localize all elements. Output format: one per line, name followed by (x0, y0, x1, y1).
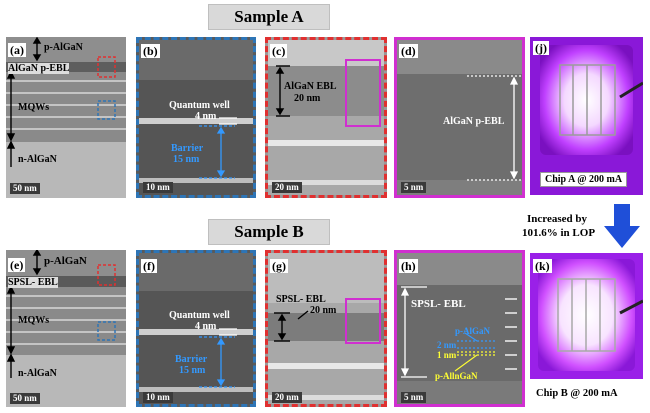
panel-g-image (268, 253, 384, 404)
panel-f-barrier-label: Barrier (175, 354, 208, 365)
down-arrow-icon (604, 204, 640, 248)
panel-k-label: (k) (533, 259, 552, 273)
panel-a-cross-section: (a) p-AlGaN AlGaN p-EBL MQWs n-AlGaN 50 … (6, 37, 126, 198)
panel-g-ebl-label: SPSL- EBL (276, 294, 326, 305)
panel-e-image (6, 250, 126, 407)
panel-j-chip-image (530, 37, 643, 195)
panel-c-ebl-label: AlGaN EBL (284, 81, 337, 92)
increase-note-line2: 101.6% in LOP (522, 227, 596, 239)
panel-e-label: (e) (8, 258, 26, 272)
panel-h-ebl-label: SPSL- EBL (411, 298, 466, 310)
panel-f-barrier-size: 15 nm (179, 365, 206, 376)
panel-c-ebl: (c) AlGaN EBL 20 nm 20 nm (265, 37, 387, 198)
panel-c-label: (c) (270, 44, 288, 58)
panel-h-image (397, 253, 522, 404)
panel-e-layer-mqws: MQWs (18, 315, 50, 326)
panel-j-label: (j) (533, 41, 549, 55)
panel-b-barrier-label: Barrier (171, 143, 204, 154)
panel-f-qw-size: 4 nm (195, 321, 217, 332)
panel-h-label: (h) (399, 259, 418, 273)
panel-g-label: (g) (270, 259, 288, 273)
panel-b-qw-label: Quantum well (169, 100, 230, 111)
panel-c-ebl-size: 20 nm (294, 93, 321, 104)
panel-d-image (397, 40, 522, 195)
panel-b-quantum-well: (b) Quantum well 4 nm Barrier 15 nm 10 n… (136, 37, 256, 198)
panel-f-quantum-well: (f) Quantum well 4 nm Barrier 15 nm 10 n… (136, 250, 256, 407)
panel-k-chip-b: (k) (530, 253, 643, 379)
panel-j-caption: Chip A @ 200 mA (540, 172, 628, 187)
panel-a-label: (a) (8, 43, 26, 57)
panel-d-p-ebl: (d) AlGaN p-EBL 5 nm (394, 37, 525, 198)
panel-e-scalebar: 50 nm (10, 393, 40, 404)
panel-f-qw-label: Quantum well (169, 310, 230, 321)
panel-f-scalebar: 10 nm (143, 392, 173, 403)
panel-a-scalebar: 50 nm (10, 183, 40, 194)
panel-a-layer-n-algan: n-AlGaN (18, 154, 57, 165)
panel-k-chip-image (530, 253, 643, 379)
sample-b-title: Sample B (208, 219, 330, 245)
panel-c-image (268, 40, 384, 195)
panel-g-spsl-ebl: (g) SPSL- EBL 20 nm 20 nm (265, 250, 387, 407)
panel-h-p-algan-label: p-AlGaN (455, 326, 491, 336)
panel-e-layer-n-algan: n-AlGaN (18, 368, 57, 379)
increase-note-line1: Increased by (527, 213, 587, 225)
panel-a-image (6, 37, 126, 198)
panel-a-layer-ebl: AlGaN p-EBL (8, 63, 70, 74)
panel-h-spsl-ebl: (h) SPSL- EBL p-AlGaN 2 nm 1 nm p-AllnGa… (394, 250, 525, 407)
panel-g-scalebar: 20 nm (272, 392, 302, 403)
panel-b-qw-size: 4 nm (195, 111, 217, 122)
panel-g-ebl-size: 20 nm (310, 305, 337, 316)
panel-a-layer-mqws: MQWs (18, 102, 50, 113)
panel-k-caption: Chip B @ 200 mA (532, 387, 622, 400)
panel-d-label: (d) (399, 44, 418, 58)
panel-h-size-2nm: 2 nm (437, 340, 457, 350)
panel-h-size-1nm: 1 nm (437, 350, 457, 360)
panel-b-image (139, 40, 253, 195)
panel-b-label: (b) (141, 44, 160, 58)
panel-b-scalebar: 10 nm (143, 182, 173, 193)
panel-b-barrier-size: 15 nm (173, 154, 200, 165)
panel-h-p-allngan-label: p-AllnGaN (435, 371, 478, 381)
panel-a-layer-p-algan: p-AlGaN (44, 42, 83, 53)
panel-f-image (139, 253, 253, 404)
sample-a-title: Sample A (208, 4, 330, 30)
panel-d-ebl-label: AlGaN p-EBL (443, 116, 505, 127)
panel-e-cross-section: (e) p-AlGaN SPSL- EBL MQWs n-AlGaN 50 nm (6, 250, 126, 407)
panel-h-scalebar: 5 nm (401, 392, 427, 403)
panel-d-scalebar: 5 nm (401, 182, 427, 193)
panel-f-label: (f) (141, 259, 157, 273)
panel-j-chip-a: (j) Chip A @ 200 mA (530, 37, 643, 195)
panel-e-layer-p-algan: p-AlGaN (44, 255, 87, 267)
panel-c-scalebar: 20 nm (272, 182, 302, 193)
panel-e-layer-ebl: SPSL- EBL (8, 277, 58, 288)
